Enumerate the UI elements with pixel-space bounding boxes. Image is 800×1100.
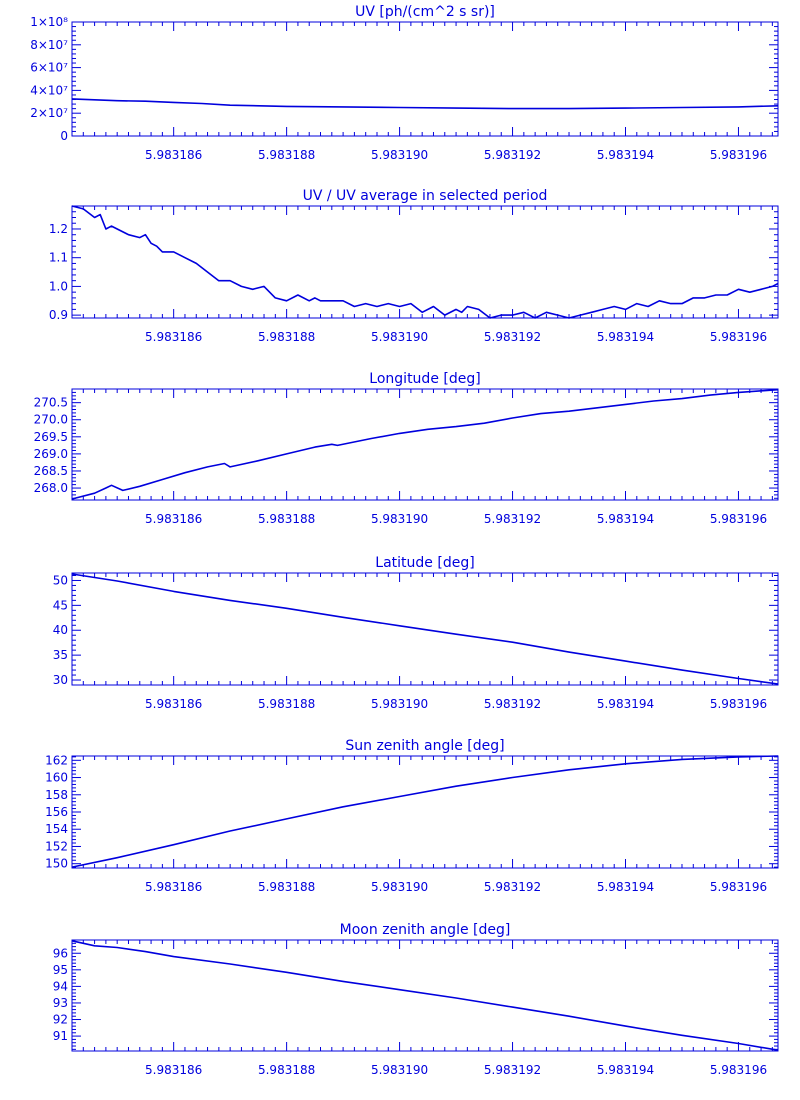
x-tick-label: 5.983188	[258, 697, 315, 711]
panel-title: Moon zenith angle [deg]	[340, 922, 511, 938]
series-line	[71, 940, 779, 1051]
y-tick-label: 96	[53, 946, 68, 960]
y-tick-label: 8×10⁷	[30, 38, 68, 52]
x-tick-label: 5.983196	[710, 1063, 767, 1077]
panel-4: Latitude [deg] 5.983186 5.983188 5.983190 5.…	[53, 555, 779, 711]
x-tick-label: 5.983188	[258, 880, 315, 894]
x-tick-label: 5.983186	[145, 512, 202, 526]
x-tick-label: 5.983190	[371, 1063, 428, 1077]
x-tick-label: 5.983192	[484, 1063, 541, 1077]
plot-frame	[71, 205, 779, 319]
x-tick-label: 5.983186	[145, 330, 202, 344]
x-tick-label: 5.983196	[710, 330, 767, 344]
y-tick-label: 45	[53, 598, 68, 612]
x-tick-label: 5.983194	[597, 697, 654, 711]
x-tick-label: 5.983194	[597, 148, 654, 162]
x-tick-label: 5.983190	[371, 148, 428, 162]
x-tick-label: 5.983192	[484, 148, 541, 162]
x-tick-label: 5.983186	[145, 1063, 202, 1077]
y-tick-label: 268.5	[34, 464, 68, 478]
y-tick-label: 269.0	[34, 447, 68, 461]
x-tick-label: 5.983196	[710, 512, 767, 526]
x-tick-label: 5.983188	[258, 148, 315, 162]
series-line	[71, 573, 779, 685]
plot-frame	[71, 21, 779, 137]
x-tick-label: 5.983196	[710, 148, 767, 162]
x-tick-label: 5.983186	[145, 148, 202, 162]
panel-title: Longitude [deg]	[369, 371, 480, 387]
x-tick-label: 5.983186	[145, 697, 202, 711]
series-line	[71, 98, 779, 110]
y-tick-label: 91	[53, 1029, 68, 1043]
x-tick-label: 5.983194	[597, 1063, 654, 1077]
x-tick-label: 5.983196	[710, 697, 767, 711]
y-tick-label: 268.0	[34, 481, 68, 495]
series-line	[71, 755, 779, 868]
x-tick-label: 5.983192	[484, 330, 541, 344]
plot-frame	[71, 939, 779, 1052]
x-tick-label: 5.983196	[710, 880, 767, 894]
y-tick-label: 2×10⁷	[30, 106, 68, 120]
panel-2: UV / UV average in selected period 5.9831…	[49, 188, 779, 344]
y-tick-label: 30	[53, 673, 68, 687]
x-tick-label: 5.983194	[597, 880, 654, 894]
y-tick-label: 1.2	[49, 222, 68, 236]
y-tick-label: 95	[53, 963, 68, 977]
series-line	[71, 388, 779, 500]
x-tick-label: 5.983188	[258, 512, 315, 526]
y-tick-label: 6×10⁷	[30, 61, 68, 75]
panel-3: Longitude [deg] 5.983186 5.983188 5.983190 5…	[34, 371, 779, 526]
y-tick-label: 93	[53, 996, 68, 1010]
y-tick-label: 158	[45, 788, 68, 802]
y-tick-label: 156	[45, 805, 68, 819]
y-tick-label: 1.0	[49, 279, 68, 293]
panel-5: Sun zenith angle [deg] 5.983186 5.983188 5.…	[45, 738, 779, 894]
panel-6: Moon zenith angle [deg] 5.983186 5.983188 5…	[53, 922, 779, 1077]
x-tick-label: 5.983190	[371, 330, 428, 344]
y-tick-label: 160	[45, 771, 68, 785]
series-line	[71, 205, 779, 319]
x-tick-label: 5.983186	[145, 880, 202, 894]
y-tick-label: 1.1	[49, 251, 68, 265]
y-tick-label: 0	[60, 129, 68, 143]
panel-title: Sun zenith angle [deg]	[345, 738, 504, 754]
panel-title: UV [ph/(cm^2 s sr)]	[355, 4, 495, 20]
y-tick-label: 162	[45, 753, 68, 767]
y-tick-label: 4×10⁷	[30, 83, 68, 97]
x-tick-label: 5.983190	[371, 880, 428, 894]
plot-frame	[71, 755, 779, 869]
x-tick-label: 5.983190	[371, 512, 428, 526]
y-tick-label: 154	[45, 822, 68, 836]
y-tick-label: 269.5	[34, 430, 68, 444]
plot-frame	[71, 572, 779, 686]
y-tick-label: 150	[45, 857, 68, 871]
x-tick-label: 5.983190	[371, 697, 428, 711]
x-tick-label: 5.983194	[597, 512, 654, 526]
x-tick-label: 5.983192	[484, 880, 541, 894]
y-tick-label: 35	[53, 648, 68, 662]
y-tick-label: 152	[45, 839, 68, 853]
panel-title: UV / UV average in selected period	[303, 188, 548, 204]
panel-title: Latitude [deg]	[375, 555, 474, 571]
y-tick-label: 94	[53, 979, 68, 993]
y-tick-label: 40	[53, 623, 68, 637]
x-tick-label: 5.983188	[258, 330, 315, 344]
x-tick-label: 5.983192	[484, 512, 541, 526]
panel-1: UV [ph/(cm^2 s sr)] 5.983186 5.983188 5.983…	[30, 4, 779, 162]
y-tick-label: 270.0	[34, 413, 68, 427]
y-tick-label: 0.9	[49, 308, 68, 322]
x-tick-label: 5.983192	[484, 697, 541, 711]
y-tick-label: 50	[53, 573, 68, 587]
plot-frame	[71, 388, 779, 501]
x-tick-label: 5.983194	[597, 330, 654, 344]
y-tick-label: 1×10⁸	[30, 15, 68, 29]
y-tick-label: 270.5	[34, 396, 68, 410]
y-tick-label: 92	[53, 1013, 68, 1027]
x-tick-label: 5.983188	[258, 1063, 315, 1077]
